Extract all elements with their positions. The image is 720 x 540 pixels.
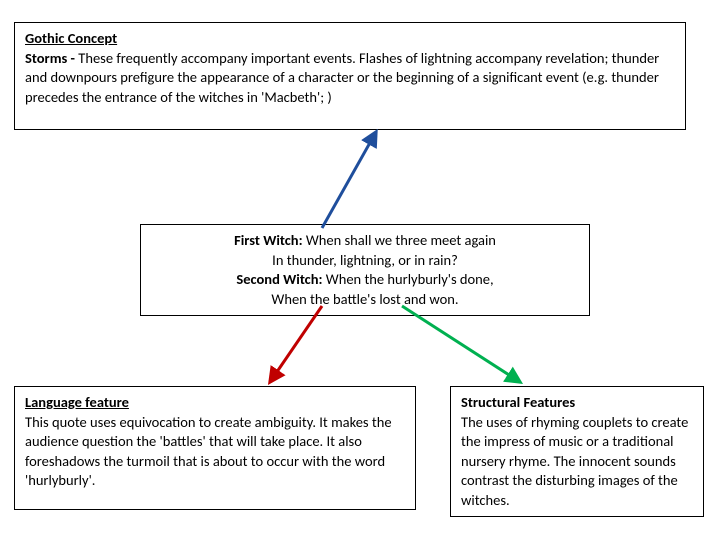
structural-features-box: Structural Features The uses of rhyming … xyxy=(450,386,704,517)
quote-line-3: Second Witch: When the hurlyburly's done… xyxy=(151,270,579,290)
gothic-body: Storms - These frequently accompany impo… xyxy=(25,49,659,106)
quote-l3b: When the hurlyburly's done, xyxy=(323,270,494,288)
first-witch-label: First Witch: xyxy=(234,231,303,249)
quote-l1b: When shall we three meet again xyxy=(303,231,496,249)
structural-title: Structural Features xyxy=(461,393,575,411)
arrow-to-gothic xyxy=(322,132,376,228)
quote-line-1: First Witch: When shall we three meet ag… xyxy=(151,231,579,251)
language-title: Language feature xyxy=(25,393,129,411)
gothic-text: These frequently accompany important eve… xyxy=(25,49,659,106)
gothic-concept-box: Gothic Concept Storms - These frequently… xyxy=(14,22,686,130)
quote-line-2: In thunder, lightning, or in rain? xyxy=(151,251,579,271)
language-body: This quote uses equivocation to create a… xyxy=(25,413,392,490)
gothic-title: Gothic Concept xyxy=(25,29,117,47)
arrow-to-structural xyxy=(402,306,520,382)
quote-line-4: When the battle's lost and won. xyxy=(151,290,579,310)
structural-body: The uses of rhyming couplets to create t… xyxy=(461,413,688,509)
gothic-lead: Storms - xyxy=(25,49,78,67)
second-witch-label: Second Witch: xyxy=(236,270,322,288)
arrow-to-language xyxy=(270,306,322,382)
language-feature-box: Language feature This quote uses equivoc… xyxy=(14,386,416,510)
quote-box: First Witch: When shall we three meet ag… xyxy=(140,224,590,316)
